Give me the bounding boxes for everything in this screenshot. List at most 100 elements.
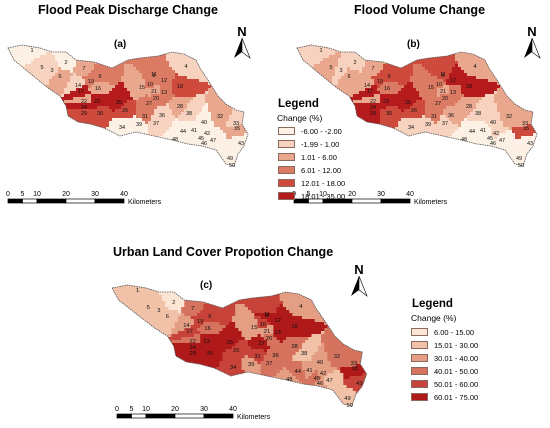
zone-cell (127, 139, 131, 143)
zone-cell (232, 115, 236, 119)
zone-cell (482, 49, 486, 53)
zone-cell (82, 55, 86, 59)
zone-cell (124, 121, 128, 125)
zone-cell (196, 79, 200, 83)
zone-cell (91, 45, 95, 47)
zone-cell (148, 49, 152, 53)
zone-cell (386, 67, 390, 71)
zone-cell (16, 73, 20, 77)
zone-cell (226, 73, 230, 77)
zone-cell (34, 58, 38, 62)
zone-cell (55, 109, 59, 113)
zone-cell (25, 106, 29, 110)
zone-cell (359, 61, 363, 65)
zone-cell (145, 49, 149, 53)
zone-cell (377, 61, 381, 65)
zone-cell (184, 58, 188, 62)
zone-cell (148, 82, 152, 86)
zone-cell (79, 169, 82, 172)
zone-cell (181, 58, 185, 62)
zone-cell (235, 103, 239, 107)
zone-cell (37, 40, 40, 43)
zone-cell (297, 49, 300, 53)
zone-cell (187, 73, 191, 77)
zone-cell (16, 49, 20, 53)
zone-cell (160, 94, 164, 98)
zone-cell (136, 118, 140, 122)
zone-cell (238, 124, 242, 128)
zone-cell (193, 127, 197, 131)
zone-cell (175, 118, 179, 122)
zone-cell (329, 55, 333, 59)
zone-cell (380, 76, 384, 80)
zone-cell (118, 121, 122, 125)
zone-cell (323, 46, 327, 50)
zone-cell (31, 40, 34, 43)
zone-cell (121, 40, 124, 43)
zone-cell (302, 67, 306, 71)
zone-cell (124, 157, 128, 161)
zone-cell (184, 52, 188, 56)
zone-cell (166, 103, 170, 107)
zone-cell (22, 52, 26, 56)
zone-cell (94, 82, 98, 86)
zone-cell (34, 142, 38, 146)
zone-cell (121, 106, 125, 110)
zone-cell (70, 127, 74, 131)
zone-cell (160, 49, 164, 53)
zone-cell (100, 148, 104, 152)
zone-cell (64, 130, 68, 134)
zone-cell (536, 76, 537, 80)
zone-cell (398, 76, 402, 80)
zone-cell (217, 127, 221, 131)
zone-cell (434, 45, 438, 47)
zone-cell (19, 166, 22, 169)
zone-cell (190, 118, 194, 122)
zone-cell (398, 58, 402, 62)
zone-cell (55, 142, 59, 146)
zone-cell (443, 52, 447, 56)
zone-cell (79, 67, 83, 71)
zone-cell (539, 70, 542, 73)
zone-cell (214, 64, 218, 68)
zone-cell (76, 109, 80, 113)
zone-cell (404, 61, 408, 65)
zone-cell (82, 94, 86, 98)
zone-cell (115, 45, 119, 47)
zone-cell (55, 133, 59, 137)
zone-cell (40, 154, 44, 158)
zone-cell (377, 70, 381, 74)
zone-cell (142, 100, 146, 104)
zone-cell (19, 139, 23, 143)
zone-cell (8, 58, 11, 62)
zone-cell (199, 166, 202, 169)
zone-cell (214, 106, 218, 110)
zone-cell (64, 76, 68, 80)
zone-cell (338, 55, 342, 59)
zone-cell (25, 52, 29, 56)
zone-cell (491, 79, 495, 83)
zone-cell (482, 79, 486, 83)
zone-cell (395, 82, 399, 86)
zone-cell (106, 109, 110, 113)
zone-cell (88, 109, 92, 113)
zone-cell (458, 79, 462, 83)
zone-cell (464, 49, 468, 53)
zone-cell (160, 145, 164, 149)
zone-cell (163, 73, 167, 77)
zone-cell (473, 64, 477, 68)
zone-cell (190, 58, 194, 62)
zone-cell (148, 64, 152, 68)
zone-cell (28, 55, 32, 59)
zone-cell (199, 88, 203, 92)
zone-cell (58, 88, 62, 92)
zone-cell (178, 154, 182, 158)
zone-cell (10, 160, 14, 164)
zone-cell (64, 73, 68, 77)
zone-cell (235, 85, 239, 89)
zone-cell (217, 130, 221, 134)
zone-cell (187, 112, 191, 116)
zone-cell (163, 154, 167, 158)
zone-cell (64, 154, 68, 158)
zone-cell (61, 79, 65, 83)
